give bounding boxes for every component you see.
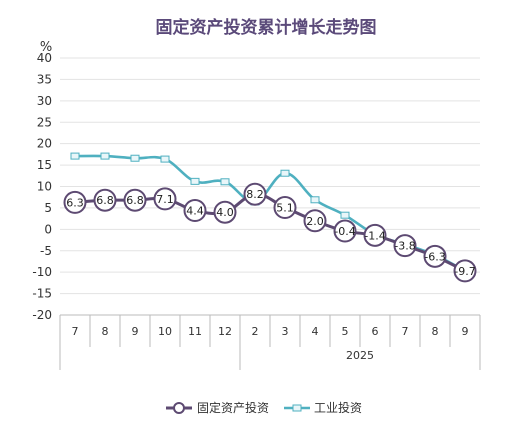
data-point-fixed-asset-investment (183, 198, 207, 222)
x-tick-label: 12 (218, 325, 232, 338)
data-point-fixed-asset-investment (363, 223, 387, 247)
data-point-industrial-investment (340, 211, 350, 219)
data-label-fixed-asset-investment: 7.1 (156, 193, 174, 206)
x-tick-label: 7 (402, 325, 409, 338)
x-tick-label: 9 (132, 325, 139, 338)
data-label-fixed-asset-investment: 2.0 (306, 215, 324, 228)
data-label-fixed-asset-investment: -1.4 (364, 229, 385, 242)
y-tick-label: -15 (32, 287, 52, 301)
x-year-label: 2025 (346, 349, 374, 362)
data-label-fixed-asset-investment: -9.7 (454, 265, 475, 278)
y-tick-label: 30 (37, 94, 52, 108)
y-axis-unit: % (40, 40, 52, 55)
data-point-fixed-asset-investment (123, 188, 147, 212)
x-tick-label: 9 (462, 325, 469, 338)
data-label-fixed-asset-investment: -3.8 (394, 240, 415, 253)
data-point-industrial-investment (100, 152, 110, 160)
data-label-fixed-asset-investment: -0.4 (334, 225, 355, 238)
data-point-fixed-asset-investment (303, 209, 327, 233)
x-tick-label: 6 (372, 325, 379, 338)
data-point-fixed-asset-investment (333, 219, 357, 243)
x-tick-label: 10 (158, 325, 172, 338)
legend-marker-industrial-investment (292, 404, 302, 412)
x-tick-label: 8 (432, 325, 439, 338)
x-tick-label: 4 (312, 325, 319, 338)
x-axis: 7 8 9 10 11 12 2 3 4 5 6 7 8 9 2025 (59, 314, 481, 370)
data-point-fixed-asset-investment (393, 234, 417, 258)
data-point-industrial-investment (130, 154, 140, 162)
data-point-industrial-investment (70, 152, 80, 160)
x-tick-label: 2 (252, 325, 259, 338)
legend-label-industrial-investment: 工业投资 (314, 400, 362, 415)
y-tick-label: 25 (37, 115, 52, 129)
y-tick-label: 20 (37, 137, 52, 151)
y-axis-ticks: 40 35 30 25 20 15 10 5 0 -5 -10 -15 -20 (32, 51, 52, 322)
data-label-fixed-asset-investment: -6.3 (424, 250, 445, 263)
data-label-fixed-asset-investment: 8.2 (246, 188, 264, 201)
legend-label-fixed-asset-investment: 固定资产投资 (197, 400, 269, 415)
data-point-industrial-investment (280, 169, 290, 177)
data-point-fixed-asset-investment (93, 188, 117, 212)
series-group: 6.3 6.8 6.8 7.14.4 4.08.25.12.0-0.4 -1.4-3.8-… (63, 152, 477, 283)
data-label-fixed-asset-investment: 5.1 (276, 201, 294, 214)
y-tick-label: 15 (37, 158, 52, 172)
data-point-industrial-investment (160, 155, 170, 163)
y-tick-label: 10 (37, 180, 52, 194)
data-point-fixed-asset-investment (243, 182, 267, 206)
data-point-fixed-asset-investment (423, 244, 447, 268)
y-tick-label: -10 (32, 265, 52, 279)
data-label-fixed-asset-investment: 6.8 (126, 194, 144, 207)
legend-marker-fixed-asset-investment (173, 402, 185, 414)
x-tick-label: 8 (102, 325, 109, 338)
data-point-industrial-investment (310, 196, 320, 204)
data-point-industrial-investment (190, 177, 200, 185)
chart-title: 固定资产投资累计增长走势图 (156, 17, 377, 38)
x-tick-label: 11 (188, 325, 202, 338)
data-label-fixed-asset-investment: 6.3 (66, 196, 84, 209)
data-point-industrial-investment (220, 178, 230, 186)
y-tick-label: -5 (40, 244, 52, 258)
y-tick-label: 5 (44, 201, 52, 215)
data-point-fixed-asset-investment (153, 187, 177, 211)
data-point-fixed-asset-investment (273, 195, 297, 219)
data-point-fixed-asset-investment (453, 259, 477, 283)
x-tick-label: 3 (282, 325, 289, 338)
y-tick-label: 40 (37, 51, 52, 65)
x-tick-label: 7 (72, 325, 79, 338)
y-tick-label: 35 (37, 72, 52, 86)
x-tick-label: 5 (342, 325, 349, 338)
legend: 固定资产投资 工业投资 (166, 400, 362, 415)
data-point-fixed-asset-investment (63, 190, 87, 214)
data-label-fixed-asset-investment: 6.8 (96, 194, 114, 207)
data-point-fixed-asset-investment (213, 200, 237, 224)
y-tick-label: -20 (32, 308, 52, 322)
y-tick-label: 0 (44, 222, 52, 236)
data-label-fixed-asset-investment: 4.0 (216, 206, 234, 219)
data-label-fixed-asset-investment: 4.4 (186, 204, 204, 217)
